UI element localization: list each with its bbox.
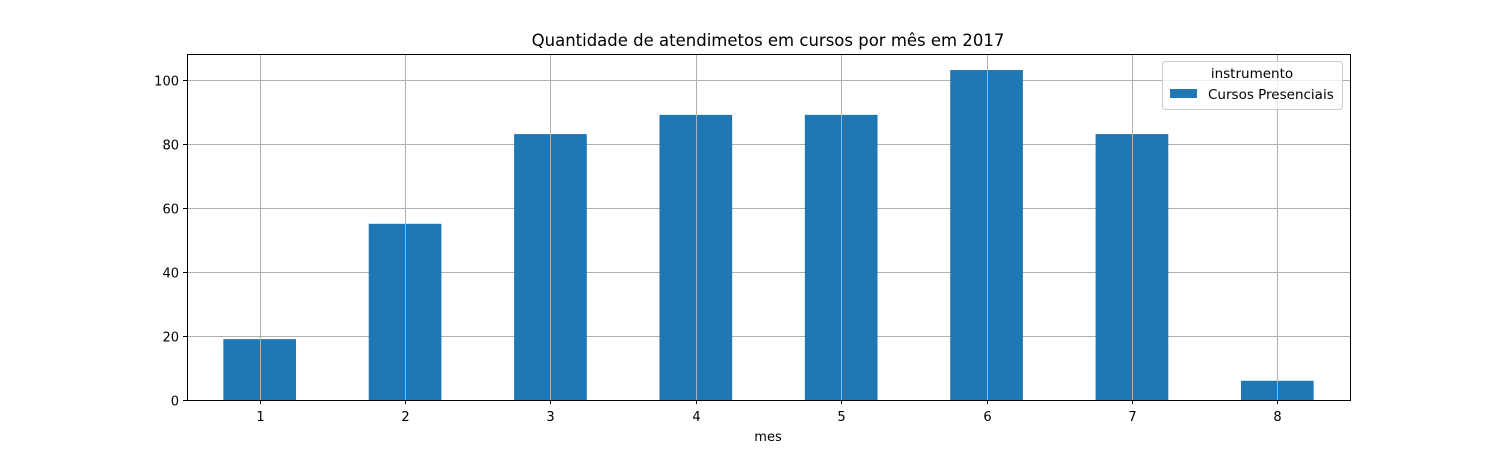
x-tick-label: 5 [837,410,845,425]
bar [223,339,297,400]
x-axis-label: mes [754,430,782,445]
y-tick-label: 80 [162,139,179,154]
legend-swatch [1170,89,1197,98]
bar [659,114,733,401]
x-tick-label: 8 [1273,410,1281,425]
x-tick-label: 1 [256,410,264,425]
x-tick-label: 7 [1128,410,1136,425]
chart-title: Quantidade de atendimetos em cursos por … [532,31,1005,50]
axis-ticks: 0 20 40 60 80 100 1 2 3 4 5 6 7 8 [154,75,1281,426]
x-tick-label: 4 [692,410,700,425]
y-tick-label: 20 [162,331,179,346]
x-tick-label: 2 [401,410,409,425]
x-tick-label: 3 [546,410,554,425]
bars [223,54,1314,401]
y-tick-label: 100 [154,75,179,90]
plot-frame [187,54,1351,401]
x-tick-label: 6 [983,410,991,425]
y-tick-label: 40 [162,267,179,282]
bar [950,70,1023,400]
legend: instrumento Cursos Presenciais [1162,61,1343,110]
y-tick-label: 0 [171,395,179,410]
y-tick-label: 60 [162,203,179,218]
legend-box [1162,61,1343,110]
legend-title: instrumento [1211,66,1293,82]
bar [1095,134,1169,400]
legend-label: Cursos Presenciais [1208,87,1334,103]
grid-lines [187,80,1350,401]
